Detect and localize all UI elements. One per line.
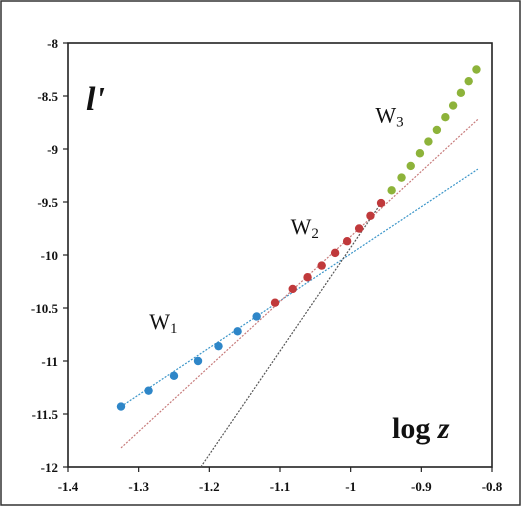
annotation-w2: W2 xyxy=(291,214,319,242)
point-s2-6 xyxy=(342,237,352,246)
x-tick-label: -1.1 xyxy=(270,479,291,494)
fit-line-2 xyxy=(120,118,479,449)
y-tick-label: -11.5 xyxy=(32,407,59,422)
annotation-w1: W1 xyxy=(149,309,177,337)
point-s3-5 xyxy=(424,137,433,146)
fit-line-1 xyxy=(120,168,479,408)
point-s2-7 xyxy=(354,224,364,233)
y-tick-label: -8 xyxy=(47,36,58,51)
y-tick-label: -12 xyxy=(41,460,58,475)
annotation-w3: W3 xyxy=(375,103,403,131)
point-s2-5 xyxy=(330,248,340,258)
x-tick-label: -1.2 xyxy=(199,479,220,494)
x-tick-label: -0.8 xyxy=(482,479,503,494)
point-s2-4 xyxy=(317,261,326,270)
y-tick-label: -8.5 xyxy=(37,89,58,104)
y-tick-label: -10.5 xyxy=(31,301,59,316)
point-s3-9 xyxy=(456,88,466,98)
point-s3-1 xyxy=(387,186,396,195)
point-s1-3 xyxy=(169,371,179,381)
point-s2-8 xyxy=(366,211,375,220)
x-tick-label: -0.9 xyxy=(411,479,432,494)
point-s3-3 xyxy=(406,161,415,171)
annotations: W1 W2 W3 xyxy=(149,103,403,338)
point-s1-6 xyxy=(233,327,242,336)
point-s2-1 xyxy=(270,298,280,307)
point-s1-1 xyxy=(116,402,126,411)
point-s1-7 xyxy=(252,312,261,321)
point-s2-3 xyxy=(303,273,312,282)
fit-lines xyxy=(120,118,479,468)
point-s3-4 xyxy=(415,149,425,158)
y-axis-ticks: -8 -8.5 -9 -9.5 -10 -10.5 -11 -11.5 -12 xyxy=(31,36,68,475)
y-tick-label: -11 xyxy=(41,354,58,369)
y-tick-label: -9.5 xyxy=(37,195,58,210)
data-points xyxy=(116,65,481,411)
point-s3-8 xyxy=(448,101,458,110)
y-tick-label: -9 xyxy=(47,142,58,157)
point-s1-2 xyxy=(144,386,153,395)
x-tick-label: -1 xyxy=(345,479,356,494)
fit-line-3 xyxy=(200,202,382,468)
point-s2-9 xyxy=(376,198,386,208)
y-tick-label: -10 xyxy=(41,248,58,263)
y-axis-label: l' xyxy=(86,81,105,118)
point-s1-4 xyxy=(193,356,203,366)
x-tick-label: -1.4 xyxy=(58,479,79,494)
x-tick-label: -1.3 xyxy=(128,479,149,494)
point-s3-11 xyxy=(472,65,481,74)
x-axis-ticks: -1.4 -1.3 -1.2 -1.1 -1 -0.9 -0.8 xyxy=(58,467,503,494)
point-s1-5 xyxy=(214,341,223,351)
point-s3-7 xyxy=(441,113,450,122)
point-s2-2 xyxy=(288,284,297,294)
point-s3-2 xyxy=(397,173,406,182)
point-s3-6 xyxy=(432,125,442,135)
point-s3-10 xyxy=(464,76,473,86)
x-axis-label: log z xyxy=(392,412,450,445)
